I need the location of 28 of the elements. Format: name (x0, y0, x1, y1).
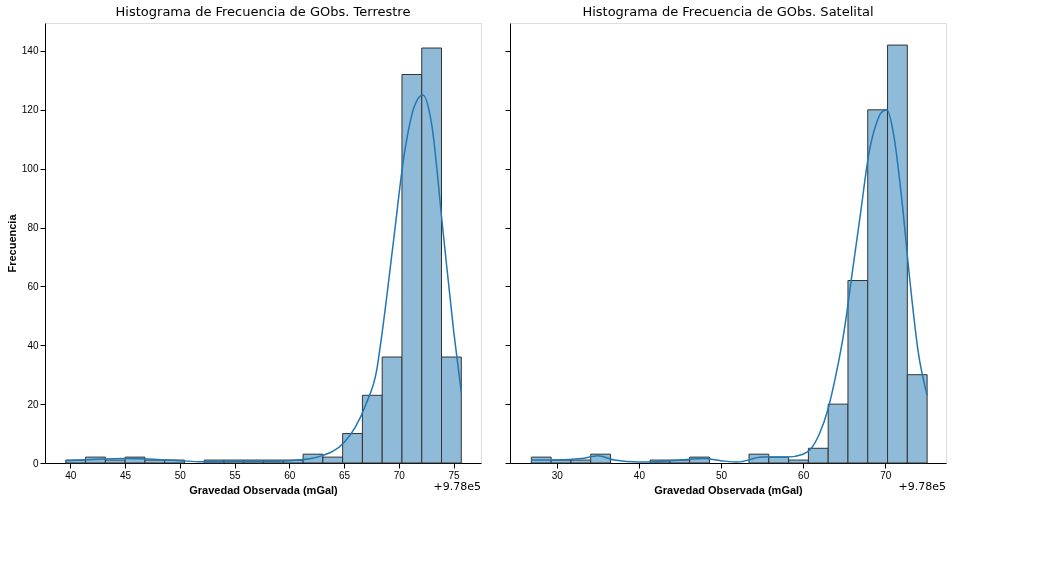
x-tick-label: 50 (715, 469, 728, 481)
x-tick-label: 70 (880, 469, 892, 481)
x-tick-label: 30 (551, 469, 564, 481)
x-tick-label: 40 (633, 469, 646, 481)
x-tick-label: 75 (448, 469, 461, 481)
x-tick-label: 45 (119, 469, 132, 481)
y-tick-label: 40 (27, 339, 39, 351)
chart-title: Histograma de Frecuencia de GObs. Terrestre (115, 4, 411, 19)
x-tick-label: 50 (174, 469, 187, 481)
x-tick-label: 70 (393, 469, 406, 481)
y-tick-label: 60 (27, 280, 39, 292)
x-tick-label: 40 (65, 469, 77, 481)
x-tick-label: 60 (798, 469, 810, 481)
y-tick-label: 80 (27, 222, 39, 234)
y-tick-label: 0 (32, 457, 39, 469)
y-tick-label: 140 (21, 45, 39, 57)
y-tick-label: 100 (21, 163, 39, 175)
x-tick-label: 55 (229, 469, 242, 481)
text: +9.78e5 (433, 480, 481, 493)
y-tick-label: 120 (21, 104, 39, 116)
y-tick-label: 20 (27, 398, 39, 410)
x-tick-label: 65 (339, 469, 351, 481)
text: +9.78e5 (898, 480, 946, 493)
x-axis-title: Gravedad Observada (mGal) (189, 483, 339, 496)
chart-title: Histograma de Frecuencia de GObs. Satelital (582, 4, 874, 19)
x-axis-title: Gravedad Observada (mGal) (654, 483, 804, 496)
y-axis-title: Frecuencia (5, 213, 18, 273)
x-tick-label: 60 (284, 469, 296, 481)
